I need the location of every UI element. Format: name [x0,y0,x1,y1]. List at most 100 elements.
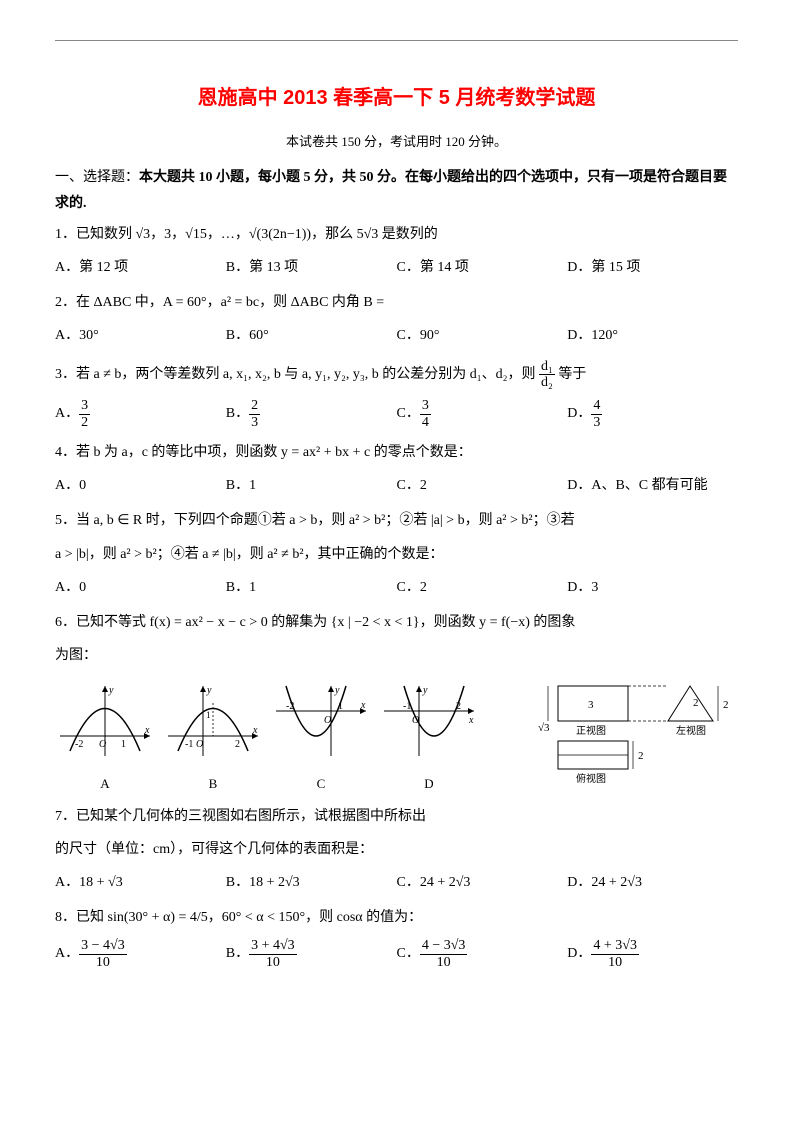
q4-opt-c: C．2 [397,473,568,498]
q3c-num: 3 [420,398,431,414]
question-3: 3．若 a ≠ b，两个等差数列 a, x₁, x₂, b 与 a, y₁, y… [55,359,738,391]
q1-opt-c: C．第 14 项 [397,255,568,280]
svg-text:x: x [360,700,366,711]
svg-text:x: x [144,725,150,736]
svg-text:左视图: 左视图 [676,724,706,737]
q4-options: A．0 B．1 C．2 D．A、B、C 都有可能 [55,473,738,498]
svg-text:O: O [324,715,331,726]
q8b-den: 10 [249,955,297,970]
q3a-num: 3 [79,398,90,414]
exam-meta: 本试卷共 150 分，考试用时 120 分钟。 [55,130,738,153]
graph-c: -2 O 1 x y C [271,681,371,796]
q2-opt-d: D．120° [567,323,738,348]
graph-d-label: D [379,772,479,795]
three-view-icon: √3 3 正视图 2 2 左视图 2 俯视图 [538,676,738,786]
q8-opt-c: C．4 − 3√310 [397,938,568,970]
svg-text:O: O [412,715,419,726]
graph-b: -1 O 2 x y 1 B [163,681,263,796]
svg-text:2: 2 [235,739,240,750]
three-view-diagram: √3 3 正视图 2 2 左视图 2 俯视图 [538,676,738,795]
svg-text:2: 2 [638,750,644,762]
q5-opt-b: B．1 [226,575,397,600]
q5-opt-a: A．0 [55,575,226,600]
q3a-den: 2 [79,415,90,430]
q2-opt-b: B．60° [226,323,397,348]
question-6b: 为图： [55,643,738,668]
q6-graphs: -2 O 1 x y A -1 O 2 x y 1 B [55,676,738,795]
svg-text:3: 3 [588,699,594,711]
svg-text:1: 1 [206,710,211,720]
svg-text:y: y [334,685,340,696]
q8b-num: 3 + 4√3 [249,938,297,954]
q3-opt-c: C．34 [397,398,568,430]
q3b-den: 3 [249,415,260,430]
graph-c-label: C [271,772,371,795]
svg-text:-2: -2 [286,701,294,712]
svg-text:2: 2 [693,697,699,709]
q5-options: A．0 B．1 C．2 D．3 [55,575,738,600]
q7-opt-b: B．18 + 2√3 [226,870,397,895]
svg-text:y: y [108,685,114,696]
q8a-den: 10 [79,955,127,970]
q3d-num: 4 [591,398,602,414]
dim-sqrt3: √3 [538,722,550,734]
q3-options: A．32 B．23 C．34 D．43 [55,398,738,430]
q3-text-post: 等于 [558,367,586,382]
svg-text:-1: -1 [403,701,411,712]
q3-opt-a: A．32 [55,398,226,430]
q8c-num: 4 − 3√3 [420,938,468,954]
svg-text:x: x [252,725,258,736]
svg-text:正视图: 正视图 [576,724,606,737]
q2-opt-a: A．30° [55,323,226,348]
svg-text:O: O [196,739,203,750]
q1-opt-b: B．第 13 项 [226,255,397,280]
q3-opt-b: B．23 [226,398,397,430]
question-2: 2．在 ΔABC 中，A = 60°，a² = bc，则 ΔABC 内角 B = [55,290,738,315]
q7-opt-d: D．24 + 2√3 [567,870,738,895]
svg-text:y: y [422,685,428,696]
q2-options: A．30° B．60° C．90° D．120° [55,323,738,348]
parabola-down-b-icon: -1 O 2 x y 1 [163,681,263,761]
q8-opt-a: A．3 − 4√310 [55,938,226,970]
q3-fraction: d₁ d₂ [539,359,555,391]
svg-text:2: 2 [456,701,461,712]
graph-a-label: A [55,772,155,795]
q2-opt-c: C．90° [397,323,568,348]
question-1: 1．已知数列 √3，3，√15，…，√(3(2n−1))，那么 5√3 是数列的 [55,222,738,247]
svg-text:1: 1 [121,739,126,750]
q3-frac-den: d₂ [539,375,555,390]
parabola-up-c-icon: -2 O 1 x y [271,681,371,761]
section-body: 本大题共 10 小题，每小题 5 分，共 50 分。在每小题给出的四个选项中，只… [55,170,727,210]
svg-text:-2: -2 [75,739,83,750]
question-8: 8．已知 sin(30° + α) = 4/5，60° < α < 150°，则… [55,905,738,930]
q3-opt-d: D．43 [567,398,738,430]
svg-text:-1: -1 [185,739,193,750]
q3d-den: 3 [591,415,602,430]
graph-a: -2 O 1 x y A [55,681,155,796]
svg-text:O: O [99,739,106,750]
q1-options: A．第 12 项 B．第 13 项 C．第 14 项 D．第 15 项 [55,255,738,280]
question-7b: 的尺寸（单位：cm），可得这个几何体的表面积是： [55,837,738,862]
q8a-num: 3 − 4√3 [79,938,127,954]
page-title: 恩施高中 2013 春季高一下 5 月统考数学试题 [55,80,738,116]
section-heading: 一、选择题：本大题共 10 小题，每小题 5 分，共 50 分。在每小题给出的四… [55,165,738,215]
q4-opt-a: A．0 [55,473,226,498]
section-prefix: 一、选择题： [55,170,139,185]
graph-b-label: B [163,772,263,795]
q3-text-pre: 3．若 a ≠ b，两个等差数列 a, x₁, x₂, b 与 a, y₁, y… [55,367,539,382]
question-5a: 5．当 a, b ∈ R 时，下列四个命题①若 a > b，则 a² > b²；… [55,508,738,533]
question-4: 4．若 b 为 a，c 的等比中项，则函数 y = ax² + bx + c 的… [55,440,738,465]
q8d-num: 4 + 3√3 [591,938,639,954]
q7-opt-c: C．24 + 2√3 [397,870,568,895]
graph-d: -1 O 2 x y D [379,681,479,796]
svg-text:1: 1 [338,701,343,712]
q5-opt-d: D．3 [567,575,738,600]
q3b-num: 2 [249,398,260,414]
q7-opt-a: A．18 + √3 [55,870,226,895]
q8d-den: 10 [591,955,639,970]
question-6a: 6．已知不等式 f(x) = ax² − x − c > 0 的解集为 {x |… [55,610,738,635]
question-5b: a > |b|，则 a² > b²；④若 a ≠ |b|，则 a² ≠ b²，其… [55,542,738,567]
q8-opt-b: B．3 + 4√310 [226,938,397,970]
parabola-down-a-icon: -2 O 1 x y [55,681,155,761]
q4-opt-b: B．1 [226,473,397,498]
